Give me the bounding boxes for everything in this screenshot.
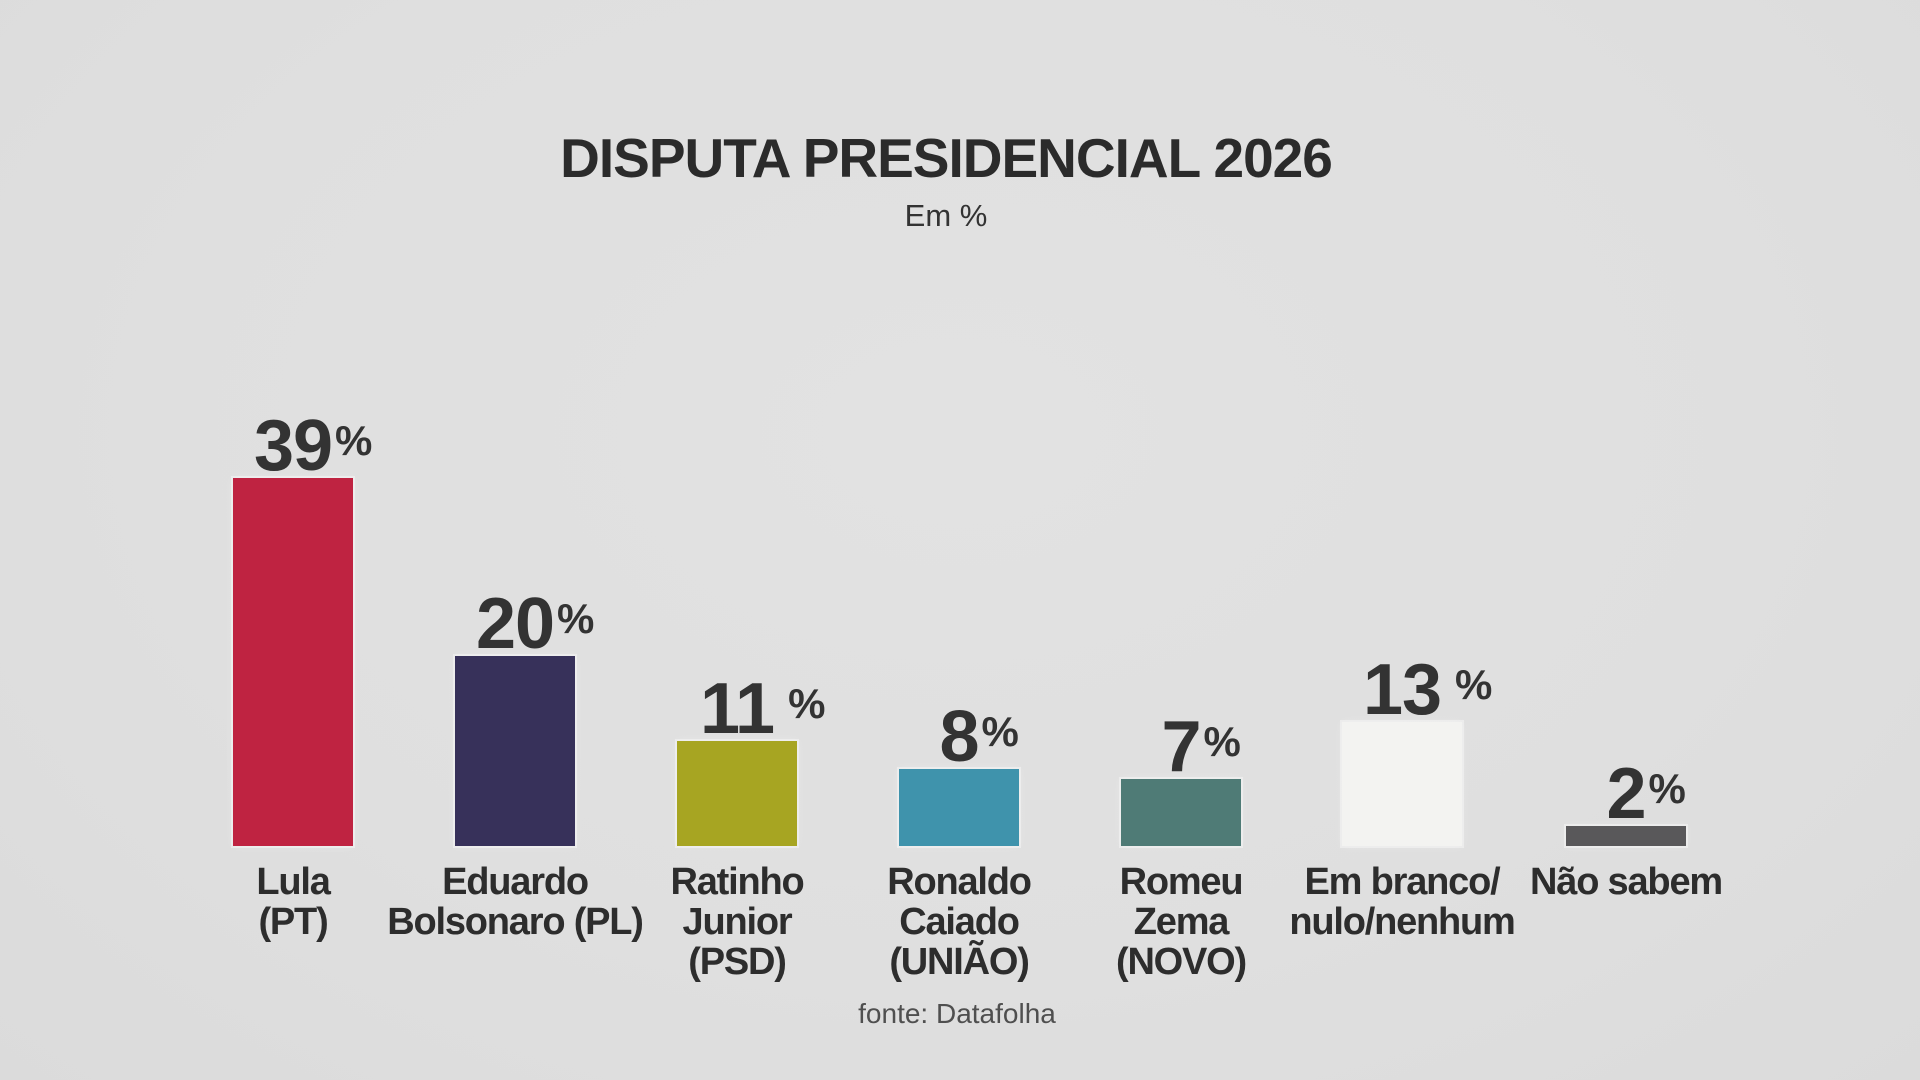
bar-value-number: 2 [1606,754,1646,834]
bar-value-label: 2% [1606,758,1685,830]
bar-category-label: Ratinho Junior (PSD) [670,861,804,983]
bar [899,769,1019,846]
bar-group: 39% Lula (PT) [123,410,463,942]
bar-value-percent-sign: % [981,708,1019,755]
bar [1566,826,1686,846]
bar [233,478,353,846]
chart-subtitle: Em % [904,198,988,233]
bar-group: 2% Não sabem [1456,758,1796,902]
bar-category-label: Em branco/ nulo/nenhum [1289,861,1516,943]
bar [677,741,797,846]
bar-category-label: Não sabem [1530,861,1723,903]
bar-category-label: Eduardo Bolsonaro (PL) [387,861,644,943]
bar-value-label: 39% [254,410,372,482]
bar-group: 11% Ratinho Junior (PSD) [567,673,907,982]
bar-value-percent-sign: % [557,595,595,642]
bar [1121,779,1241,846]
bar-value-number: 20 [475,584,555,664]
bar-value-percent-sign: % [335,417,373,464]
bar [1342,722,1462,846]
chart-source: fonte: Datafolha [858,998,1056,1029]
bar-category-label: Romeu Zema (NOVO) [1115,861,1247,983]
bar-value-label: 13% [1363,654,1492,726]
bar-category-label: Lula (PT) [256,861,331,943]
bar-group: 8% Ronaldo Caiado (UNIÃO) [789,701,1129,982]
bar-value-label: 7% [1161,711,1240,783]
bar [455,656,575,846]
bar-value-label: 20% [476,588,594,660]
bar-value-number: 11 [699,669,775,749]
chart-title: DISPUTA PRESIDENCIAL 2026 [560,127,1333,189]
bar-value-percent-sign: % [1203,718,1241,765]
bar-value-percent-sign: % [1455,661,1493,708]
bar-value-percent-sign: % [1648,765,1686,812]
bar-group: 20% Eduardo Bolsonaro (PL) [345,588,685,942]
bar-value-percent-sign: % [788,680,826,727]
bar-value-number: 7 [1161,707,1201,787]
bar-category-label: Ronaldo Caiado (UNIÃO) [887,861,1032,983]
chart-header: DISPUTA PRESIDENCIAL 2026 Em % [560,127,1333,234]
bar-value-number: 13 [1362,650,1442,730]
bar-group: 7% Romeu Zema (NOVO) [1011,711,1351,982]
bar-group: 13% Em branco/ nulo/nenhum [1232,654,1572,942]
bar-value-label: 11% [700,673,825,745]
bar-value-number: 8 [939,697,979,777]
bar-value-number: 39 [253,406,333,486]
bar-value-label: 8% [939,701,1018,773]
